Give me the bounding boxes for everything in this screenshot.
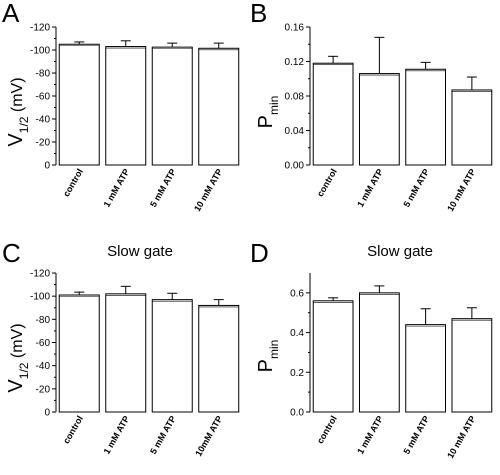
panel-A-y-tick-label: 0 <box>44 161 50 172</box>
panel-A-y-label-sub: 1/2 <box>17 116 31 133</box>
panel-D-bar <box>358 292 400 413</box>
panel-C-y-tick-label: -40 <box>36 361 51 372</box>
panel-D-y-label-sub: min <box>267 340 281 359</box>
panel-C: C Slow gate 0 -20 -40 -60 -80 -100 -120 control 1 … <box>2 238 240 458</box>
panel-B-y-tick-label: 0.12 <box>285 57 305 68</box>
panel-B-category-label: 5 mM ATP <box>401 167 431 209</box>
panel-C-y-tick-label: 0 <box>44 408 50 419</box>
panel-C-bar <box>198 304 240 413</box>
panel-C-y-tick-label: -100 <box>30 292 50 303</box>
panel-A-category-label: 1 mM ATP <box>102 167 132 209</box>
panel-D-category-label: 1 mM ATP <box>355 414 385 456</box>
panel-C-category-label: 1 mM ATP <box>102 414 132 456</box>
panel-D-category-label: control <box>315 414 339 445</box>
panel-A-bar <box>105 46 147 166</box>
panel-B: B 0.00 0.04 0.08 0.12 0.16 control 1 mM ATP 5 mM… <box>250 0 493 213</box>
panel-B-y-tick-label: 0.16 <box>285 23 305 34</box>
panel-A-category-label: 10 mM ATP <box>192 167 224 213</box>
panel-D-y-axis-label: Pmin <box>255 340 281 373</box>
panel-D-y-tick-label: 0.6 <box>290 288 304 299</box>
panel-D-y-label-main: P <box>255 359 277 372</box>
panel-D-bar <box>312 300 354 413</box>
panel-A-y-axis-label: V1/2 (mV) <box>5 77 31 146</box>
panel-D-y-tick-label: 0.2 <box>290 368 304 379</box>
panel-A-y-tick-label: -60 <box>36 92 51 103</box>
panel-D-category-label: 5 mM ATP <box>401 414 431 456</box>
panel-C-category-label: 5 mM ATP <box>148 414 178 456</box>
panel-A-letter: A <box>2 0 20 28</box>
panel-B-category-label: control <box>315 167 339 198</box>
panel-C-bar <box>58 294 100 413</box>
panel-C-y-tick-label: -80 <box>36 315 51 326</box>
panel-D: D Slow gate 0.0 0.2 0.4 0.6 control 1 mM ATP 5 m… <box>250 238 493 460</box>
panel-B-bar <box>358 73 400 166</box>
panel-C-y-tick-label: -60 <box>36 338 51 349</box>
panel-C-y-label-main: V <box>5 379 27 393</box>
panel-A-y-label-unit: (mV) <box>9 77 26 116</box>
panel-D-category-label: 10 mM ATP <box>445 414 477 460</box>
panel-A-y-tick-label: -100 <box>30 46 50 57</box>
panel-D-bar <box>405 324 447 413</box>
panel-C-category-label: control <box>61 414 85 445</box>
panel-A-y-tick-label: -80 <box>36 69 51 80</box>
panel-C-category-label: 10mM ATP <box>193 414 224 458</box>
panel-C-y-axis-label: V1/2 (mV) <box>5 323 31 392</box>
panel-D-y-tick-label: 0.0 <box>290 408 304 419</box>
panel-A-y-label-main: V <box>5 133 27 147</box>
panel-A-y-tick-label: -20 <box>36 138 51 149</box>
panel-A-y-tick-label: -40 <box>36 115 51 126</box>
panel-D-bar <box>451 318 493 413</box>
panel-B-y-label-sub: min <box>267 96 281 115</box>
panel-B-bar <box>451 89 493 166</box>
panel-B-y-tick-label: 0.00 <box>285 161 305 172</box>
panel-A: A 0 -20 -40 -60 -80 -100 -120 control 1 mM ATP 5 m… <box>2 0 240 213</box>
panel-B-y-tick-label: 0.08 <box>285 92 305 103</box>
panel-B-category-label: 1 mM ATP <box>355 167 385 209</box>
panel-B-letter: B <box>250 0 267 28</box>
panel-D-y-tick-label: 0.4 <box>290 328 304 339</box>
panel-C-title: Slow gate <box>107 243 173 260</box>
panel-C-y-label-sub: 1/2 <box>17 362 31 379</box>
panel-B-bar <box>312 62 354 166</box>
panel-A-category-label: 5 mM ATP <box>148 167 178 209</box>
panel-A-bar <box>58 43 100 166</box>
panel-D-title: Slow gate <box>367 243 433 260</box>
panel-C-bar <box>105 293 147 413</box>
panel-C-y-tick-label: -120 <box>30 269 50 280</box>
panel-C-y-tick-label: -20 <box>36 384 51 395</box>
panel-B-y-tick-label: 0.04 <box>285 126 305 137</box>
panel-A-category-label: control <box>61 167 85 198</box>
panel-C-y-label-unit: (mV) <box>9 323 26 362</box>
panel-A-y-tick-label: -120 <box>30 23 50 34</box>
panel-B-bar <box>405 68 447 166</box>
panel-D-letter: D <box>250 238 269 268</box>
panel-B-y-label-main: P <box>255 115 277 128</box>
panel-C-letter: C <box>2 238 21 268</box>
panel-B-y-axis-label: Pmin <box>255 96 281 129</box>
panel-C-bar <box>151 299 193 413</box>
panel-B-category-label: 10 mM ATP <box>445 167 477 213</box>
panel-A-bar <box>198 47 240 166</box>
panel-A-bar <box>151 46 193 166</box>
